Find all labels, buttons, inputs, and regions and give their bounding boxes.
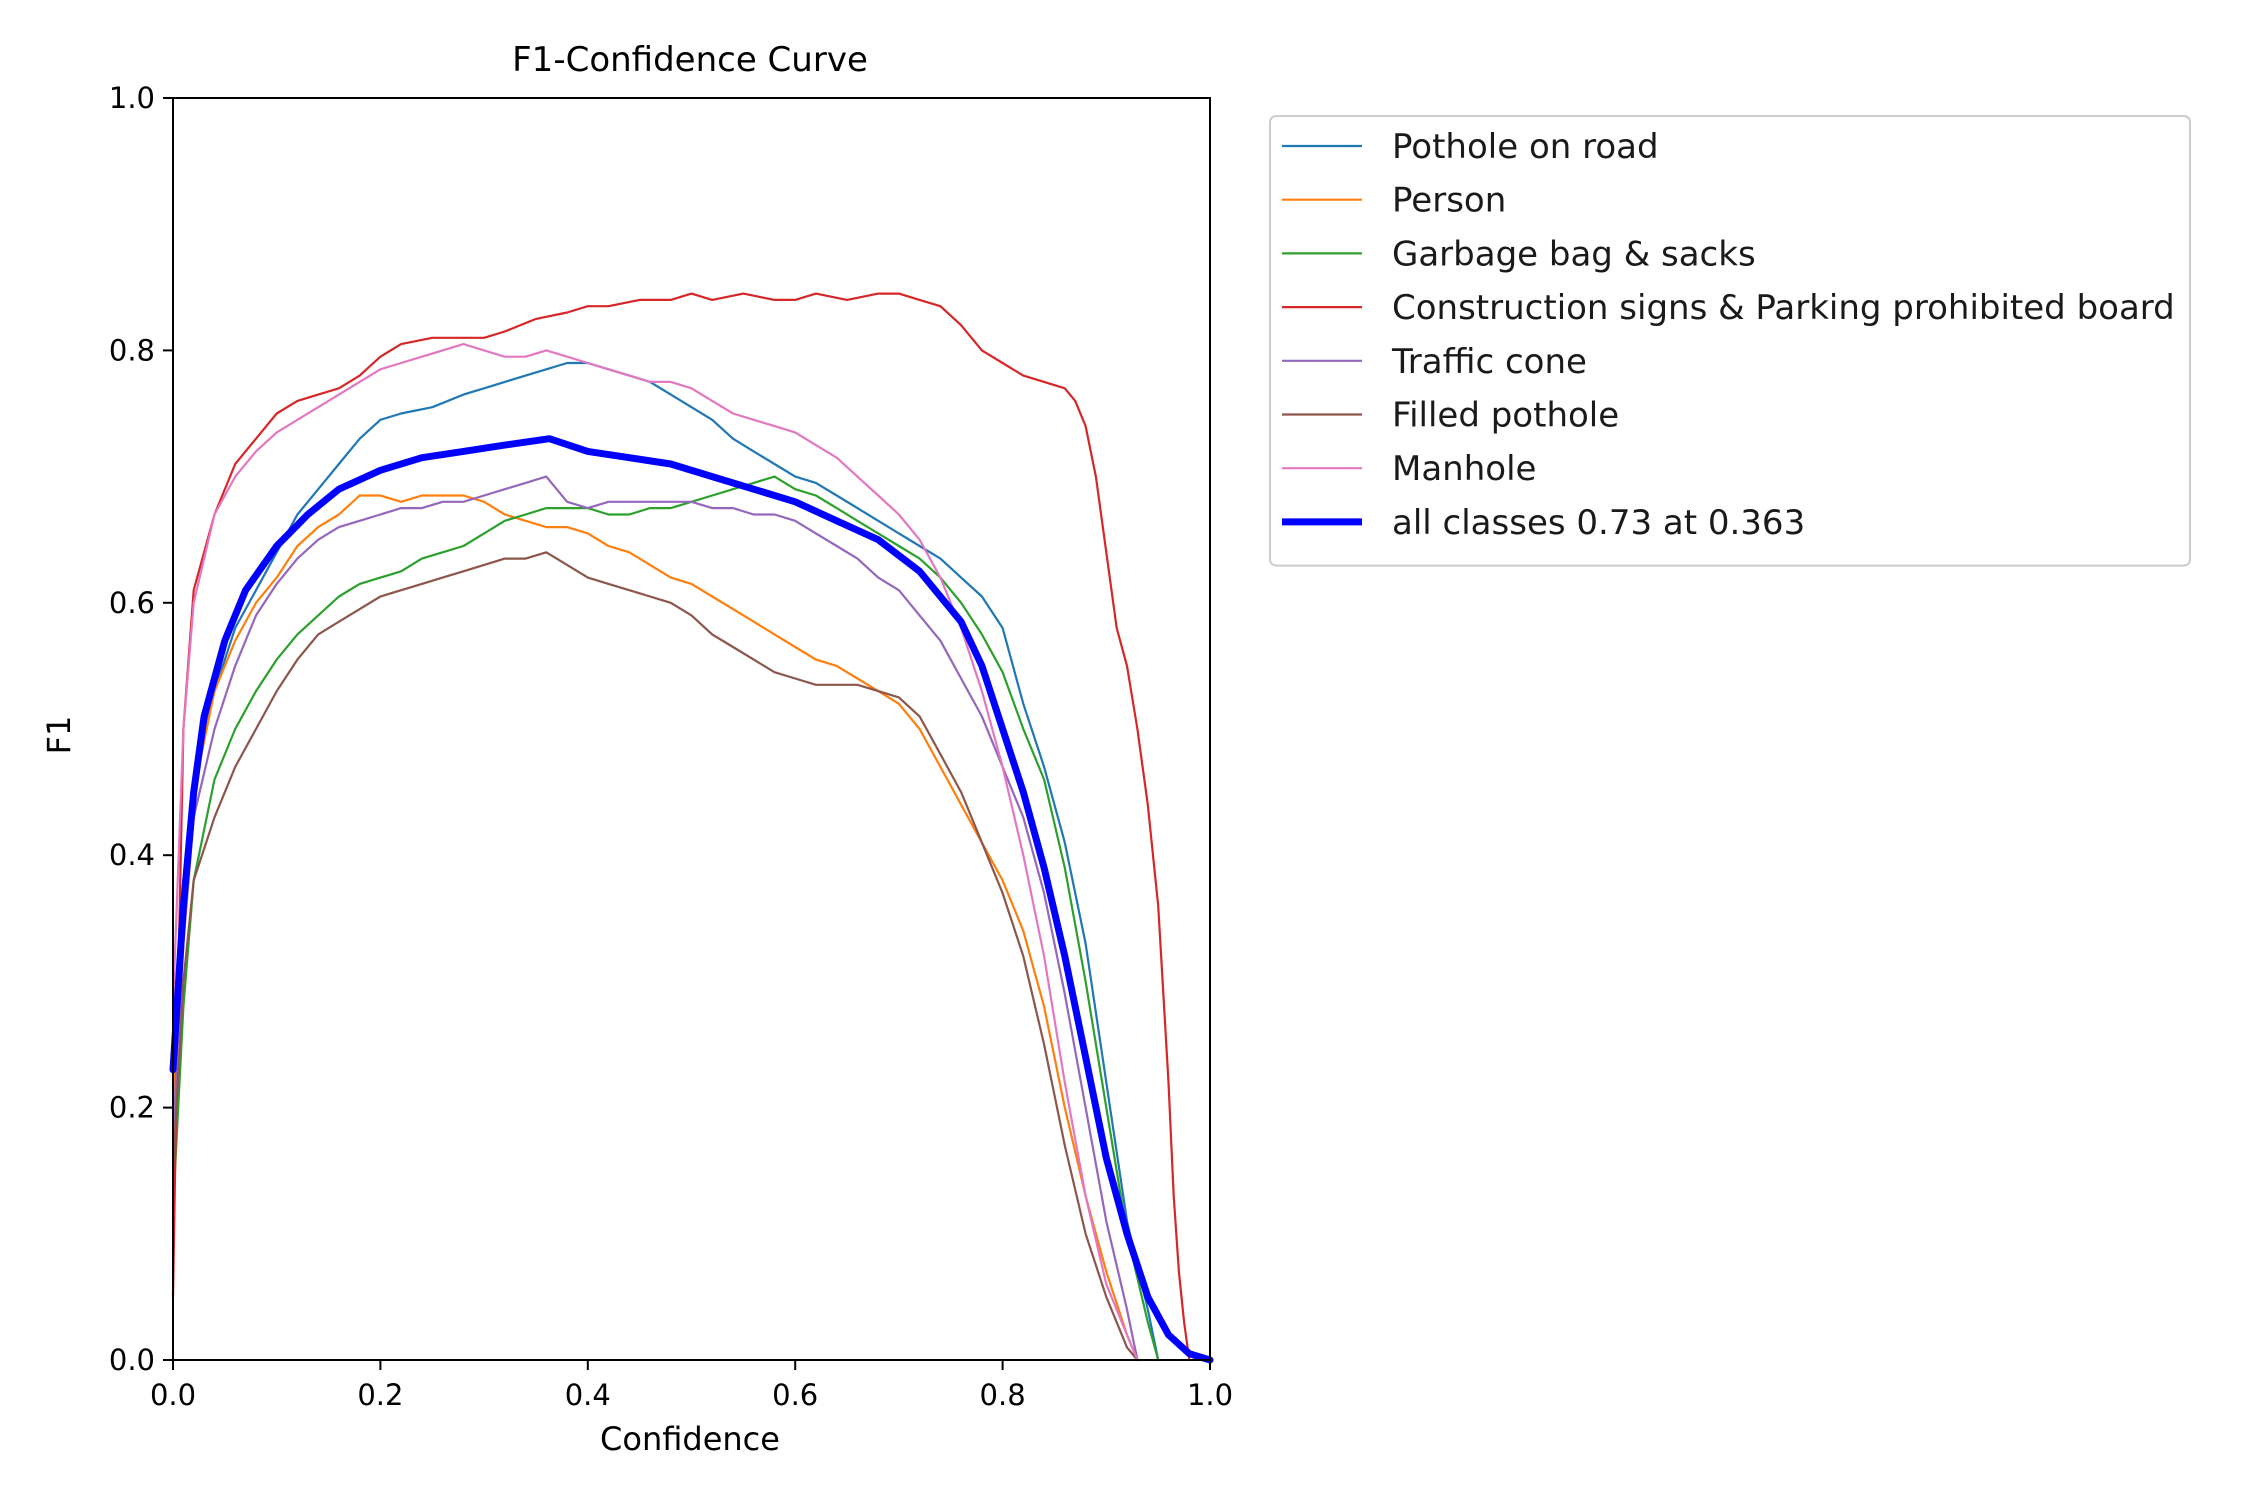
x-tick-label: 0.2 — [357, 1378, 403, 1412]
plot-area — [169, 292, 1214, 1364]
plot-frame — [172, 97, 1211, 1361]
y-tick-label: 1.0 — [109, 81, 155, 115]
legend-label-0: Pothole on road — [1392, 127, 1659, 167]
y-tick-label: 0.0 — [109, 1343, 155, 1377]
legend-label-3: Construction signs & Parking prohibited … — [1392, 288, 2175, 328]
y-axis-title: F1 — [40, 716, 78, 755]
y-tick-label: 0.2 — [109, 1091, 155, 1125]
y-tick-label: 0.6 — [109, 586, 155, 620]
legend-label-7: all classes 0.73 at 0.363 — [1392, 503, 1805, 543]
series-line-6 — [171, 343, 1139, 1362]
x-axis-title: Confidence — [600, 1420, 780, 1458]
x-axis-ticks: 0.0 0.2 0.4 0.6 0.8 1.0 — [150, 1360, 1233, 1412]
legend-label-6: Manhole — [1392, 449, 1536, 489]
x-tick-label: 1.0 — [1187, 1378, 1233, 1412]
series-line-0 — [171, 361, 1160, 1362]
y-tick-label: 0.4 — [109, 838, 155, 872]
legend-label-4: Traffic cone — [1391, 342, 1587, 382]
legend-label-1: Person — [1392, 181, 1506, 221]
series-line-4 — [171, 475, 1139, 1362]
y-tick-label: 0.8 — [109, 333, 155, 367]
y-axis-ticks: 0.0 0.2 0.4 0.6 0.8 1.0 — [109, 81, 173, 1377]
legend: Pothole on road Person Garbage bag & sacks… — [1269, 115, 2191, 567]
x-tick-label: 0.4 — [565, 1378, 611, 1412]
x-tick-label: 0.0 — [150, 1378, 196, 1412]
legend-label-2: Garbage bag & sacks — [1392, 234, 1756, 274]
chart-title: F1-Confidence Curve — [512, 40, 868, 80]
series-line-7 — [169, 435, 1214, 1364]
series-line-2 — [171, 475, 1160, 1362]
legend-label-5: Filled pothole — [1392, 396, 1619, 436]
legend-box — [1269, 115, 2191, 567]
series-line-3 — [171, 292, 1191, 1362]
x-tick-label: 0.6 — [772, 1378, 818, 1412]
x-tick-label: 0.8 — [980, 1378, 1026, 1412]
series-line-5 — [171, 551, 1139, 1362]
